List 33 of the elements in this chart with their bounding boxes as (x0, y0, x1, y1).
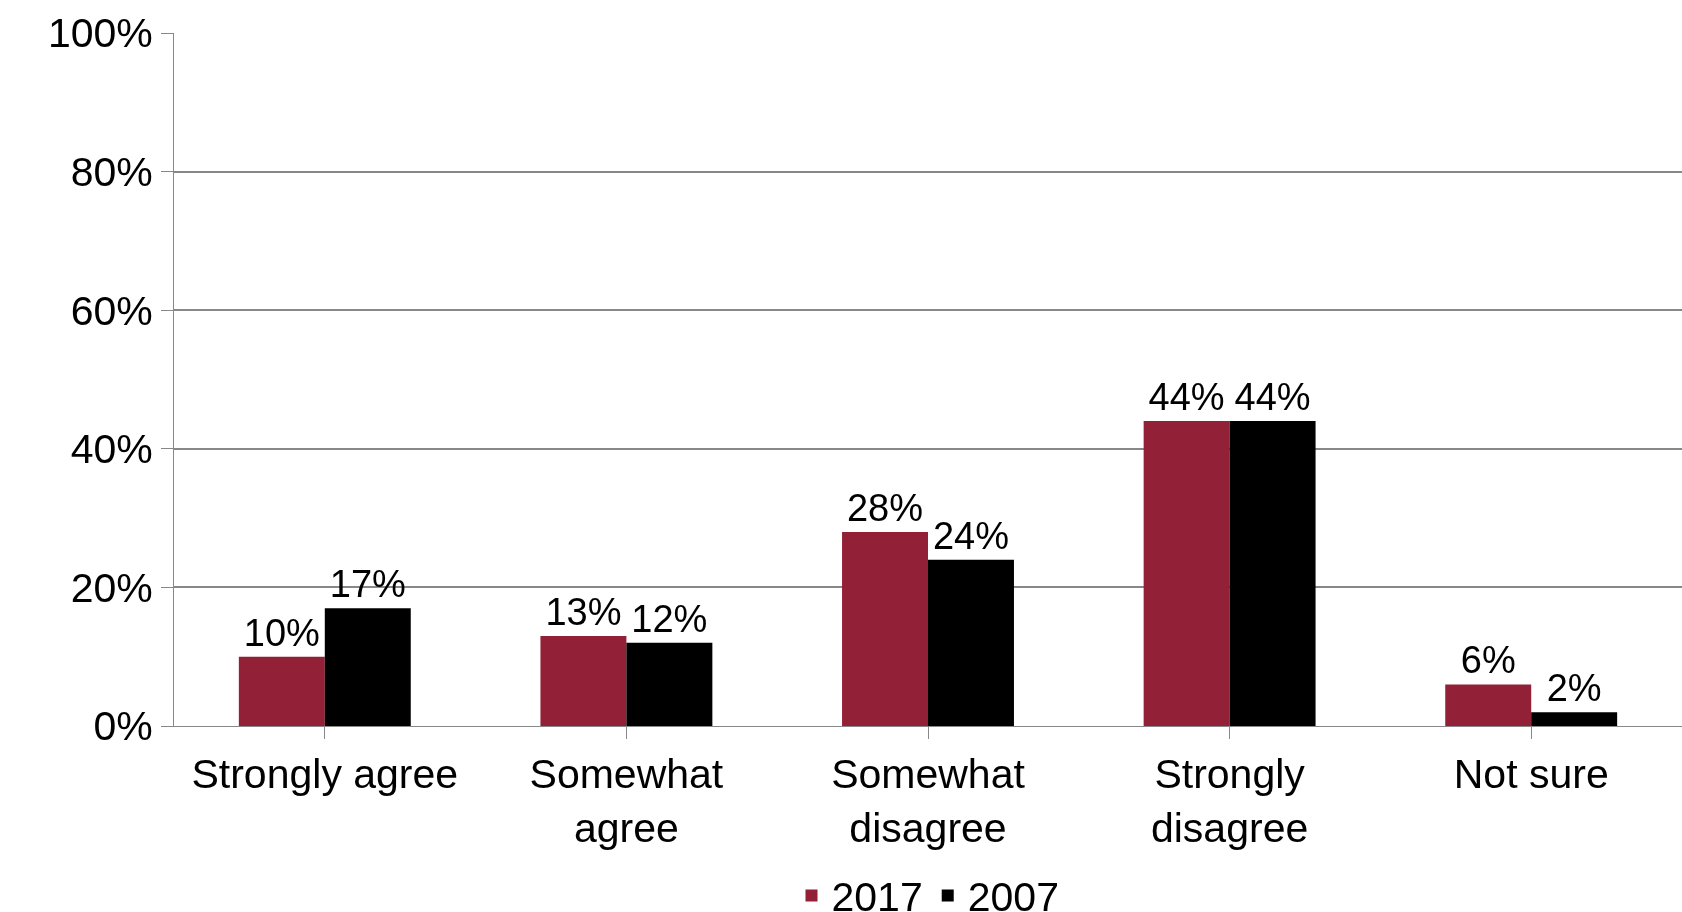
bar (1445, 684, 1532, 726)
y-tick-label: 0% (93, 703, 153, 750)
x-tick-label: Not sure (1453, 751, 1609, 798)
bar (1229, 421, 1316, 726)
y-tick-label: 20% (70, 564, 153, 611)
bar (324, 608, 411, 726)
data-label: 2% (1546, 667, 1602, 710)
bar (238, 656, 325, 726)
data-label: 28% (846, 486, 924, 529)
y-tick-label: 60% (70, 287, 153, 334)
x-tick-label: Somewhat disagree (831, 751, 1026, 851)
data-label: 12% (631, 597, 708, 640)
bar (626, 642, 713, 726)
data-label: 44% (1148, 376, 1225, 419)
data-label: 17% (329, 563, 406, 606)
legend-label: 2007 (967, 874, 1059, 912)
data-label: 44% (1234, 376, 1311, 419)
x-tick-label: Strongly disagree (1150, 751, 1309, 851)
bar (842, 531, 928, 726)
legend-label: 2017 (831, 874, 923, 912)
data-label: 24% (932, 514, 1010, 557)
data-label: 10% (243, 611, 320, 654)
y-tick-label: 40% (70, 426, 153, 473)
bar (1143, 421, 1230, 726)
data-label: 6% (1460, 639, 1516, 682)
bar (540, 635, 627, 726)
data-label: 13% (545, 590, 622, 633)
y-tick-label: 100% (47, 10, 153, 57)
y-tick-label: 80% (70, 148, 153, 195)
bar (1531, 712, 1618, 726)
x-tick-label: Strongly agree (191, 751, 459, 798)
bar (928, 559, 1014, 726)
x-tick-label: Somewhat agree (529, 751, 724, 851)
